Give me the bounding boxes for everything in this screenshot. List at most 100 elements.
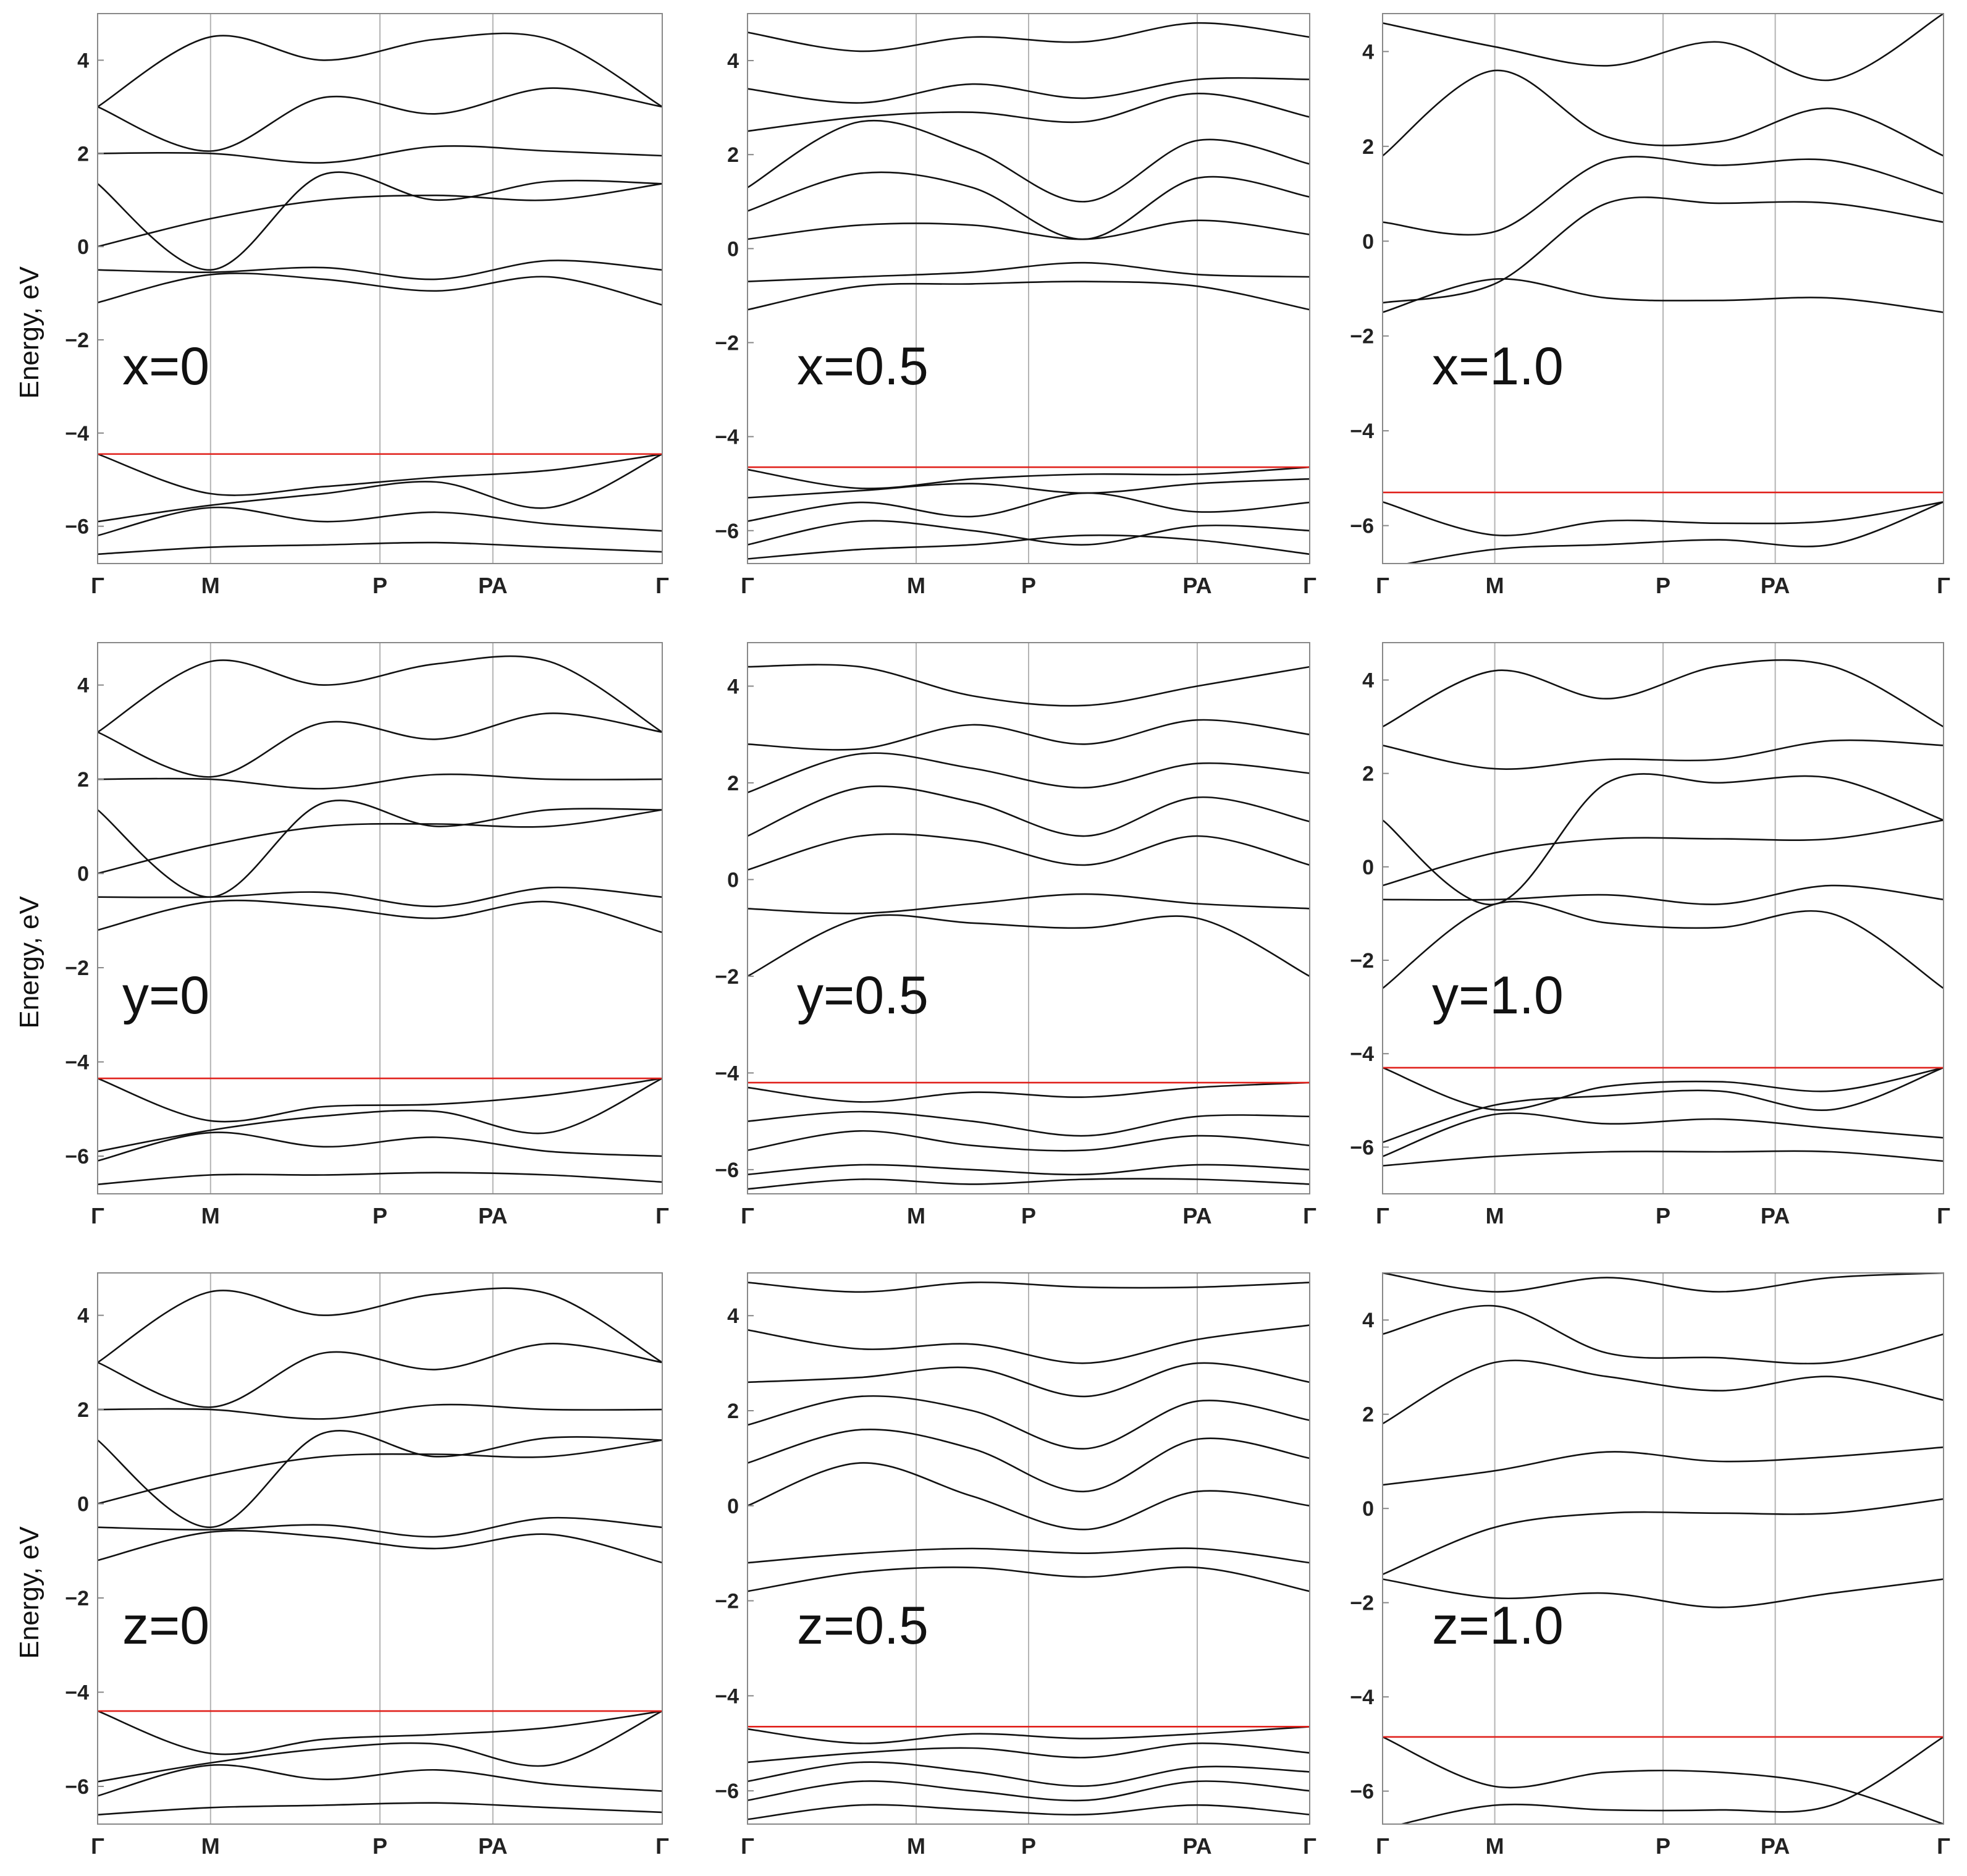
band-line <box>1404 501 1944 564</box>
band-line <box>98 655 662 733</box>
x-tick-label: Γ <box>741 573 754 598</box>
band-line <box>98 260 662 281</box>
band-line <box>748 914 1310 978</box>
y-tick-label: 2 <box>1362 1403 1374 1427</box>
y-tick-label: 2 <box>1362 135 1374 159</box>
x-tick-label: P <box>1021 1203 1036 1228</box>
y-axis-title: Energy, eV <box>14 896 44 1029</box>
band-line <box>748 92 1310 132</box>
band-panel: −6 −4 −2 0 2 4 Γ M P PA Γz=0 Energy, eV <box>14 1272 669 1859</box>
band-line <box>748 1726 1310 1744</box>
plot-frame <box>1382 1272 1944 1825</box>
x-tick-label: Γ <box>1376 1203 1389 1228</box>
band-line <box>98 506 662 536</box>
y-tick-label: −6 <box>715 1159 739 1182</box>
composition-label: x=1.0 <box>1432 337 1564 396</box>
band-line <box>748 1362 1310 1398</box>
y-tick-label: −6 <box>1350 1780 1374 1804</box>
band-line <box>98 1131 662 1162</box>
x-tick-label: Γ <box>655 1203 669 1228</box>
x-tick-label: PA <box>478 1833 507 1859</box>
band-line <box>1383 1498 1944 1576</box>
y-tick-label: 4 <box>727 675 739 698</box>
band-line <box>1383 1273 1944 1293</box>
x-tick-label: Γ <box>1376 1833 1389 1859</box>
y-tick-label: 2 <box>727 1400 739 1423</box>
plot-frame <box>747 642 1310 1194</box>
band-line <box>748 219 1310 240</box>
x-tick-label: M <box>201 1203 220 1228</box>
x-tick-label: M <box>907 1833 925 1859</box>
band-line <box>98 1287 662 1364</box>
bands-group <box>748 664 1310 1190</box>
band-line <box>98 87 662 152</box>
band-line <box>1383 773 1944 905</box>
band-line <box>748 1462 1310 1531</box>
x-tick-label: P <box>373 1203 387 1228</box>
band-line <box>748 1761 1310 1787</box>
y-tick-label: −6 <box>715 1780 739 1803</box>
x-tick-label: Γ <box>1937 573 1950 598</box>
band-line <box>98 1529 662 1564</box>
band-panel: −6 −4 −2 0 2 4 Γ M P PA Γx=0.5 <box>715 13 1316 598</box>
x-tick-label: Γ <box>91 1203 104 1228</box>
x-tick-label: M <box>1486 1203 1504 1228</box>
y-tick-label: −4 <box>65 1051 89 1075</box>
band-line <box>748 478 1310 499</box>
band-line <box>748 719 1310 751</box>
band-line <box>748 1547 1310 1564</box>
plot-frame <box>97 13 663 564</box>
band-line <box>98 886 662 908</box>
band-line <box>748 492 1310 522</box>
composition-label: z=0.5 <box>797 1596 929 1655</box>
y-tick-label: −2 <box>1350 1592 1374 1615</box>
y-tick-label: 0 <box>727 868 739 892</box>
band-line <box>1383 1150 1944 1167</box>
plot-frame <box>747 1272 1310 1825</box>
band-line <box>748 520 1310 546</box>
band-line <box>748 281 1310 311</box>
composition-label: z=1.0 <box>1432 1596 1564 1655</box>
band-line <box>1383 1736 1944 1824</box>
band-line <box>1383 1446 1944 1486</box>
y-tick-label: −2 <box>1350 325 1374 349</box>
band-line <box>1383 1304 1944 1365</box>
y-tick-label: 4 <box>727 1304 739 1328</box>
x-tick-label: PA <box>1761 1203 1790 1228</box>
bands-group <box>1383 659 1944 1167</box>
band-line <box>1383 884 1944 905</box>
band-line <box>748 752 1310 793</box>
x-tick-label: Γ <box>1303 1203 1316 1228</box>
band-line <box>748 1110 1310 1137</box>
band-line <box>748 1395 1310 1450</box>
band-line <box>748 119 1310 203</box>
band-line <box>98 453 662 523</box>
y-tick-label: −4 <box>1350 1686 1374 1709</box>
band-line <box>748 1428 1310 1493</box>
bands-group <box>98 655 662 1186</box>
band-line <box>98 541 662 556</box>
x-tick-label: Γ <box>655 1833 669 1859</box>
band-line <box>98 1710 662 1783</box>
composition-label: y=0.5 <box>797 966 929 1025</box>
y-axis-title: Energy, eV <box>14 1526 44 1659</box>
band-panel: −6 −4 −2 0 2 4 Γ M P PA Γx=1.0 <box>1350 13 1950 598</box>
y-tick-label: −6 <box>1350 1136 1374 1159</box>
band-line <box>98 712 662 778</box>
x-tick-label: M <box>1486 1833 1504 1859</box>
band-panel: −6 −4 −2 0 2 4 Γ M P PA Γx=0 Energy, eV <box>14 13 669 598</box>
band-line <box>748 77 1310 104</box>
band-line <box>1383 1112 1944 1157</box>
plot-frame <box>1382 13 1944 564</box>
band-line <box>748 664 1310 707</box>
y-tick-label: 4 <box>727 49 739 73</box>
band-line <box>98 1078 662 1152</box>
y-tick-label: −2 <box>715 331 739 355</box>
band-line <box>98 799 662 898</box>
x-tick-label: M <box>907 573 925 598</box>
y-tick-label: 0 <box>77 1493 89 1516</box>
y-tick-label: −2 <box>65 1587 89 1610</box>
y-tick-label: 2 <box>727 772 739 795</box>
band-line <box>748 1178 1310 1190</box>
